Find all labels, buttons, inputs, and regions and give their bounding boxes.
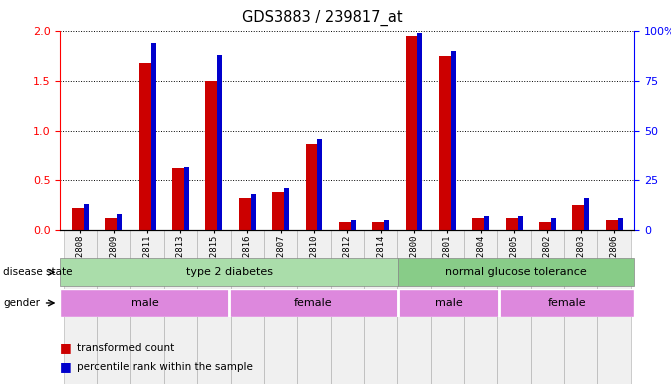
Text: ■: ■ (60, 360, 76, 373)
Bar (139, 63, 156, 230)
Bar (339, 222, 356, 230)
Bar (205, 81, 222, 230)
FancyBboxPatch shape (97, 230, 130, 384)
Bar (284, 189, 289, 230)
Bar (272, 192, 289, 230)
Bar (398, 289, 499, 317)
Bar (606, 220, 623, 230)
Bar (72, 209, 89, 230)
Bar (351, 220, 356, 230)
Bar (372, 222, 389, 230)
Bar (105, 218, 122, 230)
Text: percentile rank within the sample: percentile rank within the sample (77, 362, 253, 372)
Bar (172, 169, 189, 230)
Bar (229, 289, 398, 317)
Bar (239, 199, 256, 230)
Text: male: male (131, 298, 158, 308)
Bar (572, 205, 589, 230)
FancyBboxPatch shape (364, 230, 397, 384)
Text: transformed count: transformed count (77, 343, 174, 353)
FancyBboxPatch shape (497, 230, 531, 384)
Bar (305, 144, 322, 230)
Bar (251, 194, 256, 230)
Bar (584, 199, 589, 230)
FancyBboxPatch shape (531, 230, 564, 384)
FancyBboxPatch shape (264, 230, 297, 384)
Bar (60, 258, 398, 286)
Bar (439, 56, 456, 230)
Bar (317, 139, 322, 230)
Text: ■: ■ (60, 341, 76, 354)
Bar (539, 222, 556, 230)
FancyBboxPatch shape (564, 230, 597, 384)
FancyBboxPatch shape (464, 230, 497, 384)
FancyBboxPatch shape (164, 230, 197, 384)
Bar (60, 289, 229, 317)
FancyBboxPatch shape (597, 230, 631, 384)
Bar (184, 167, 189, 230)
FancyBboxPatch shape (331, 230, 364, 384)
Bar (551, 218, 556, 230)
Text: female: female (294, 298, 333, 308)
Text: gender: gender (3, 298, 40, 308)
Bar (472, 218, 489, 230)
Bar (384, 220, 389, 230)
Text: GDS3883 / 239817_at: GDS3883 / 239817_at (242, 10, 403, 26)
Text: normal glucose tolerance: normal glucose tolerance (445, 267, 587, 277)
Text: type 2 diabetes: type 2 diabetes (186, 267, 272, 277)
Bar (405, 36, 422, 230)
FancyBboxPatch shape (231, 230, 264, 384)
Bar (117, 214, 122, 230)
Bar (217, 55, 222, 230)
Bar (150, 43, 156, 230)
FancyBboxPatch shape (197, 230, 231, 384)
FancyBboxPatch shape (297, 230, 331, 384)
Bar (499, 289, 634, 317)
Bar (506, 218, 522, 230)
Bar (451, 51, 456, 230)
FancyBboxPatch shape (431, 230, 464, 384)
Text: male: male (435, 298, 462, 308)
Bar (417, 33, 423, 230)
Bar (398, 258, 634, 286)
Bar (84, 204, 89, 230)
Text: disease state: disease state (3, 267, 73, 277)
Text: female: female (548, 298, 586, 308)
Bar (484, 217, 489, 230)
FancyBboxPatch shape (397, 230, 431, 384)
Bar (517, 217, 523, 230)
Bar (617, 218, 623, 230)
FancyBboxPatch shape (130, 230, 164, 384)
FancyBboxPatch shape (64, 230, 97, 384)
